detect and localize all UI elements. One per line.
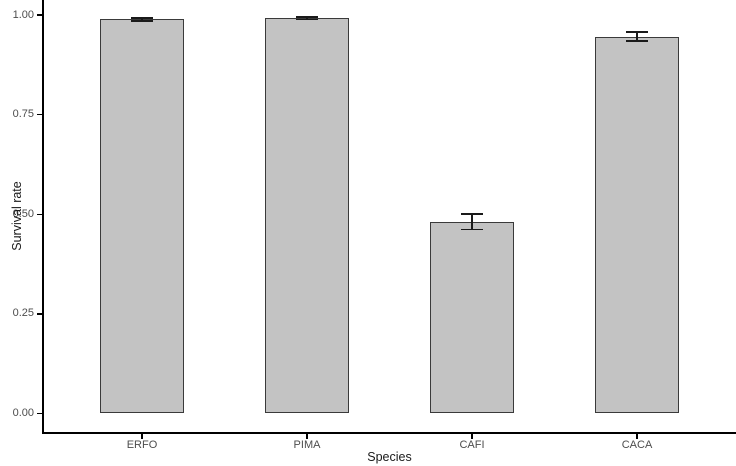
x-axis-line	[42, 432, 736, 434]
x-tick-mark	[471, 433, 473, 439]
y-tick-label: 0.50	[12, 207, 34, 220]
y-axis-title-text: Survival rate	[10, 181, 24, 251]
bar-caca	[595, 36, 679, 414]
x-tick-mark	[141, 433, 143, 439]
error-bar-line	[141, 17, 143, 21]
x-tick-label-caca: CACA	[621, 439, 653, 451]
y-tick-mark	[36, 313, 43, 315]
y-axis-line	[42, 0, 44, 433]
y-tick-mark	[36, 412, 43, 415]
error-bar-cap-top	[461, 213, 483, 216]
error-bar-cap-top	[626, 31, 648, 33]
y-tick-label: 1.00	[12, 8, 34, 21]
y-tick-mark	[36, 213, 43, 215]
error-bar-cap-bottom	[131, 20, 153, 22]
x-tick-label-cafi: CAFI	[459, 439, 485, 451]
y-tick-mark	[36, 113, 43, 116]
x-tick-mark	[306, 433, 308, 439]
x-axis-title: Species	[367, 450, 412, 464]
bar-erfo	[100, 19, 184, 414]
y-tick-label: 0.25	[12, 307, 34, 320]
x-tick-label-erfo: ERFO	[126, 439, 158, 451]
error-bar-line	[306, 16, 308, 20]
y-tick-label: 0.75	[12, 108, 34, 121]
y-tick-label: 0.00	[12, 407, 34, 419]
error-bar-cap-top	[131, 16, 153, 19]
error-bar-cap-top	[296, 16, 318, 18]
bar-pima	[265, 18, 349, 414]
x-tick-mark	[636, 433, 638, 439]
error-bar-cap-bottom	[626, 40, 648, 42]
bar-cafi	[430, 221, 514, 414]
error-bar-line	[636, 32, 638, 41]
y-tick-mark	[36, 14, 43, 16]
error-bar-line	[471, 214, 473, 230]
x-tick-label-pima: PIMA	[293, 439, 321, 451]
error-bar-cap-bottom	[296, 18, 318, 21]
error-bar-cap-bottom	[461, 228, 483, 231]
